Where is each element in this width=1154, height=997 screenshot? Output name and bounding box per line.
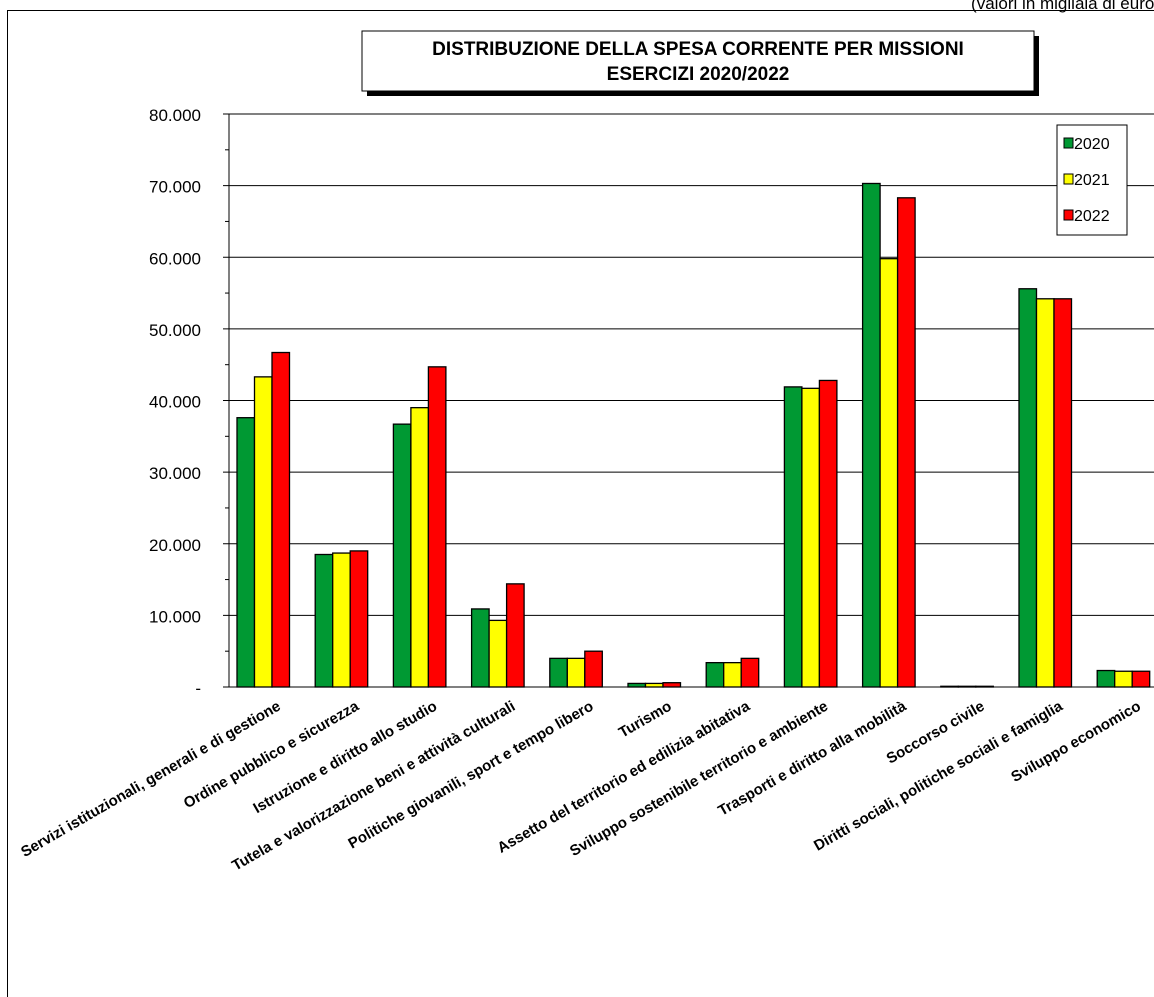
bar-2020	[1018, 288, 1038, 688]
bar-2022	[584, 650, 603, 688]
y-tick-label: 50.000	[149, 321, 201, 340]
bar-2022	[349, 550, 369, 688]
title-box	[361, 30, 1035, 92]
units-note: (valori in migliaia di euro)	[971, 0, 1154, 13]
bar-2020	[861, 182, 881, 688]
bar-2021	[332, 552, 351, 688]
bar-2021	[723, 661, 742, 688]
y-tick-label: 10.000	[149, 607, 201, 626]
bar-2021	[801, 387, 821, 688]
bar-2020	[1096, 669, 1116, 688]
category-label: Sviluppo economico	[1008, 698, 1144, 786]
bar-2021	[644, 682, 664, 688]
bar-2021	[879, 258, 899, 688]
bar-2022	[1131, 670, 1151, 688]
y-tick-label: 70.000	[149, 178, 201, 197]
chart-frame	[7, 10, 1154, 997]
bar-2022	[1053, 298, 1073, 688]
bar-2020	[392, 423, 412, 688]
bar-2020	[236, 417, 256, 688]
y-tick-label: 20.000	[149, 536, 201, 555]
category-label: Tutela e valorizzazione beni e attività …	[229, 698, 518, 875]
bar-2022	[975, 685, 994, 688]
chart-title-line: ESERCIZI 2020/2022	[607, 64, 790, 85]
bar-2022	[740, 657, 760, 688]
y-tick-label: 80.000	[149, 106, 201, 125]
bar-2022	[818, 379, 838, 688]
legend-label: 2020	[1074, 136, 1110, 153]
category-label: Turismo	[616, 698, 675, 742]
bar-2021	[1035, 298, 1055, 688]
legend-label: 2022	[1074, 208, 1110, 225]
y-tick-label: 40.000	[149, 393, 201, 412]
bar-2021	[488, 619, 508, 688]
bar-2020	[705, 661, 725, 688]
bar-2021	[253, 376, 273, 688]
bar-2020	[549, 657, 568, 688]
bar-2022	[505, 583, 525, 688]
bar-2020	[940, 685, 959, 688]
bar-2020	[627, 682, 647, 688]
legend-label: 2021	[1074, 172, 1110, 189]
legend-swatch	[1063, 209, 1074, 221]
y-tick-label: 30.000	[149, 464, 201, 483]
bar-2022	[427, 366, 447, 688]
bar-2020	[783, 386, 803, 688]
legend-swatch	[1063, 137, 1074, 149]
bar-2022	[271, 351, 291, 688]
bar-2021	[957, 685, 977, 688]
bar-2020	[314, 553, 334, 688]
bar-2022	[896, 197, 916, 688]
chart-title-line: DISTRIBUZIONE DELLA SPESA CORRENTE PER M…	[432, 39, 964, 60]
bar-2021	[1114, 670, 1133, 688]
legend-swatch	[1063, 173, 1074, 185]
bar-2020	[470, 608, 490, 688]
y-tick-label: 60.000	[149, 249, 201, 268]
bar-2021	[566, 657, 586, 688]
y-tick-label: -	[195, 679, 201, 698]
bar-2022	[662, 682, 682, 688]
bar-2021	[410, 407, 430, 688]
